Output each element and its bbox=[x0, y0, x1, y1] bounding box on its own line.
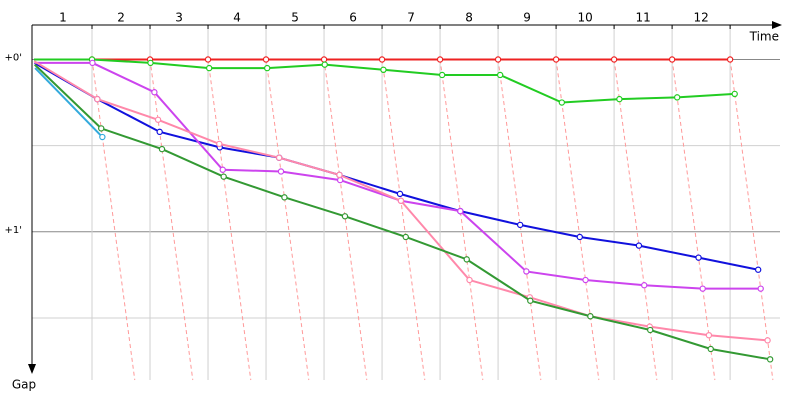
data-point bbox=[496, 71, 504, 79]
data-point bbox=[158, 145, 166, 153]
data-point bbox=[277, 168, 285, 175]
lap-connector bbox=[265, 59, 310, 381]
data-point bbox=[523, 268, 530, 275]
data-point bbox=[707, 345, 714, 353]
x-tick-label: 7 bbox=[407, 11, 415, 25]
data-point bbox=[635, 242, 643, 249]
data-point bbox=[699, 285, 706, 292]
data-point bbox=[320, 56, 328, 63]
data-point bbox=[610, 56, 618, 63]
data-point bbox=[757, 285, 764, 292]
y-axis-arrow bbox=[28, 364, 36, 374]
data-point bbox=[275, 154, 283, 161]
x-axis-label: Time bbox=[749, 30, 779, 44]
data-point bbox=[494, 56, 502, 63]
data-point bbox=[726, 56, 734, 63]
data-point bbox=[705, 331, 713, 339]
data-point bbox=[764, 337, 771, 344]
axes: Time Gap +0'+1'1 2 3 4 5 6 7 8 9 10 11 12 bbox=[5, 11, 782, 392]
x-tick-label: 10 bbox=[577, 11, 592, 25]
y-axis-label: Gap bbox=[12, 378, 36, 392]
lap-connectors bbox=[91, 59, 774, 381]
data-point bbox=[341, 213, 349, 220]
data-point bbox=[321, 61, 328, 68]
lap-connector bbox=[729, 59, 774, 381]
x-tick-label: 11 bbox=[635, 11, 650, 25]
data-point bbox=[219, 166, 226, 173]
x-tick-label: 2 bbox=[117, 11, 125, 25]
data-point bbox=[695, 254, 702, 261]
data-point bbox=[380, 66, 387, 74]
x-tick-label: 9 bbox=[523, 11, 531, 25]
data-point bbox=[336, 176, 344, 184]
data-point bbox=[673, 94, 681, 101]
data-point bbox=[378, 56, 386, 63]
data-point bbox=[220, 173, 227, 180]
data-point bbox=[731, 90, 738, 98]
data-point bbox=[463, 256, 470, 263]
lap-connector bbox=[207, 59, 252, 381]
y-tick-label: +1' bbox=[5, 225, 23, 236]
data-point bbox=[616, 95, 623, 103]
data-point bbox=[263, 64, 271, 72]
data-point bbox=[262, 56, 270, 63]
data-point bbox=[216, 140, 223, 148]
data-point bbox=[147, 59, 154, 67]
x-tick-label: 12 bbox=[693, 11, 708, 25]
data-point bbox=[466, 276, 473, 284]
data-point bbox=[204, 56, 212, 63]
lap-connector bbox=[149, 59, 194, 381]
lap-connector bbox=[323, 59, 368, 381]
data-point bbox=[587, 313, 594, 320]
data-point bbox=[281, 194, 288, 201]
x-tick-label: 5 bbox=[291, 11, 299, 25]
data-point bbox=[89, 59, 96, 67]
data-point bbox=[205, 64, 213, 72]
data-point bbox=[516, 221, 524, 229]
data-point bbox=[438, 71, 446, 79]
data-point bbox=[397, 197, 405, 204]
data-point bbox=[647, 326, 654, 334]
x-tick-label: 4 bbox=[233, 11, 241, 25]
data-point bbox=[457, 207, 464, 215]
data-point bbox=[754, 266, 762, 273]
data-point bbox=[582, 276, 589, 284]
data-point bbox=[396, 190, 404, 198]
lap-connector bbox=[555, 59, 600, 381]
series-line bbox=[34, 58, 735, 104]
data-point bbox=[668, 56, 676, 63]
data-point bbox=[576, 233, 583, 241]
x-tick-label: 8 bbox=[465, 11, 473, 25]
lap-connector bbox=[439, 59, 484, 381]
data-point bbox=[151, 89, 158, 96]
data-point bbox=[156, 128, 163, 136]
data-point bbox=[641, 282, 648, 289]
x-tick-label: 1 bbox=[59, 11, 67, 25]
data-point bbox=[558, 99, 566, 106]
series-line bbox=[34, 67, 104, 138]
lap-connector bbox=[497, 59, 542, 381]
lap-connector bbox=[671, 59, 716, 381]
x-tick-label: 3 bbox=[175, 11, 183, 25]
data-point bbox=[402, 233, 409, 241]
series-line bbox=[34, 61, 761, 290]
data-point bbox=[766, 356, 774, 363]
data-point bbox=[99, 133, 106, 141]
x-tick-label: 6 bbox=[349, 11, 357, 25]
data-point bbox=[154, 116, 162, 123]
series-lines bbox=[33, 56, 774, 363]
data-point bbox=[552, 56, 560, 63]
series-line bbox=[33, 63, 771, 361]
data-point bbox=[436, 56, 444, 63]
y-tick-label: +0' bbox=[5, 52, 23, 63]
x-axis-arrow bbox=[772, 21, 782, 29]
data-point bbox=[336, 171, 343, 179]
data-point bbox=[527, 297, 534, 304]
data-point bbox=[98, 125, 105, 132]
data-point bbox=[94, 95, 101, 103]
